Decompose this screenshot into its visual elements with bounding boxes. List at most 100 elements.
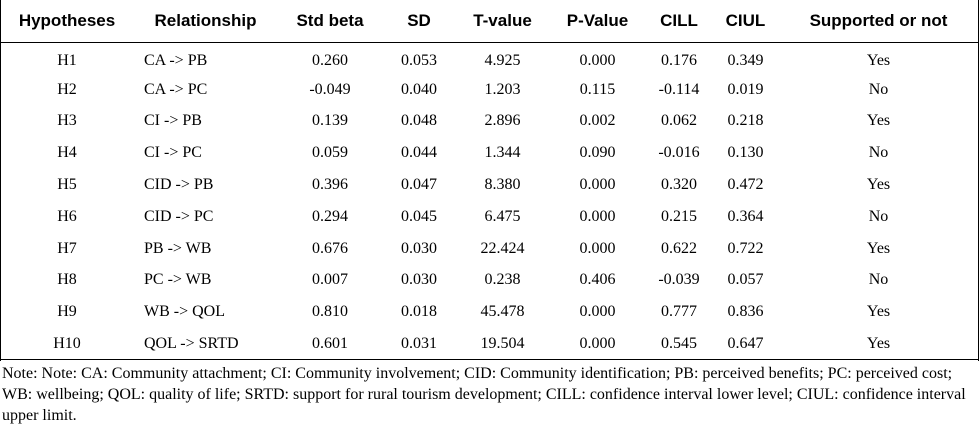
t-value-cell: 1.344	[484, 144, 521, 162]
header-p-value: P-Value	[550, 0, 645, 43]
t-value-cell: 2.896	[484, 112, 521, 130]
hypothesis-cell: H8	[57, 271, 77, 289]
supported-cell: No	[868, 207, 889, 225]
sd-cell: 0.053	[401, 52, 437, 70]
std-beta-cell: 0.260	[312, 52, 348, 70]
ciul-cell: 0.364	[727, 207, 764, 225]
std-beta-cell: 0.676	[312, 239, 348, 257]
hypotheses-table: Hypotheses Relationship Std beta SD T-va…	[0, 0, 979, 361]
t-value-cell: 1.203	[484, 80, 521, 98]
sd-cell: 0.030	[401, 239, 437, 257]
t-value-cell: 6.475	[484, 207, 521, 225]
relationship-cell: CID -> PB	[144, 176, 214, 194]
hypothesis-cell: H1	[57, 52, 77, 70]
header-cill: CILL	[645, 0, 713, 43]
table-row: H10 QOL -> SRTD 0.601 0.031 19.504 0.000 0.545…	[0, 328, 979, 361]
header-sd: SD	[383, 0, 455, 43]
sd-cell: 0.048	[401, 112, 437, 130]
cill-cell: -0.016	[658, 144, 700, 162]
header-t-value: T-value	[455, 0, 550, 43]
cill-cell: 0.777	[661, 303, 697, 321]
ciul-cell: 0.722	[727, 239, 764, 257]
relationship-cell: CID -> PC	[144, 207, 214, 225]
header-ciul: CIUL	[713, 0, 778, 43]
table-row: H9 WB -> QOL 0.810 0.018 45.478 0.000 0.777 0.8…	[0, 296, 979, 328]
std-beta-cell: 0.294	[312, 207, 348, 225]
sd-cell: 0.018	[401, 303, 437, 321]
cill-cell: 0.622	[661, 239, 697, 257]
supported-cell: No	[868, 271, 889, 289]
std-beta-cell: 0.059	[312, 144, 348, 162]
table-note: Note: Note: CA: Community attachment; CI…	[2, 365, 966, 424]
p-value-cell: 0.000	[579, 207, 616, 225]
ciul-cell: 0.647	[713, 328, 778, 361]
supported-cell: No	[868, 144, 889, 162]
p-value-cell: 0.090	[579, 144, 616, 162]
sd-cell: 0.030	[401, 271, 437, 289]
p-value-cell: 0.000	[579, 303, 616, 321]
hypothesis-cell: H4	[57, 144, 77, 162]
table-row: H7 PB -> WB 0.676 0.030 22.424 0.000 0.622 0.72…	[0, 233, 979, 265]
table-row: H8 PC -> WB 0.007 0.030 0.238 0.406 -0.039 0.05…	[0, 265, 979, 297]
cill-cell: -0.114	[658, 80, 700, 98]
std-beta-cell: 0.139	[312, 112, 348, 130]
ciul-cell: 0.057	[727, 271, 764, 289]
relationship-cell: PC -> WB	[144, 271, 212, 289]
std-beta-cell: 0.007	[312, 271, 348, 289]
hypothesis-cell: H9	[57, 303, 77, 321]
header-hypotheses: Hypotheses	[0, 0, 134, 43]
cill-cell: 0.320	[661, 176, 697, 194]
supported-cell: Yes	[866, 239, 891, 257]
p-value-cell: 0.406	[579, 271, 616, 289]
t-value-cell: 19.504	[455, 328, 550, 361]
cill-cell: 0.545	[645, 328, 713, 361]
relationship-cell: QOL -> SRTD	[134, 328, 277, 361]
supported-cell: Yes	[866, 52, 891, 70]
std-beta-cell: 0.810	[312, 303, 348, 321]
cill-cell: 0.062	[661, 112, 697, 130]
supported-cell: Yes	[778, 328, 979, 361]
relationship-cell: WB -> QOL	[144, 303, 226, 321]
sd-cell: 0.045	[401, 207, 437, 225]
p-value-cell: 0.002	[579, 112, 616, 130]
cill-cell: -0.039	[658, 271, 700, 289]
t-value-cell: 8.380	[484, 176, 521, 194]
sd-cell: 0.040	[401, 80, 437, 98]
table-body: H1 CA -> PB 0.260 0.053 4.925 0.000 0.176 0.349…	[0, 42, 979, 361]
header-relationship: Relationship	[134, 0, 277, 43]
cill-cell: 0.215	[661, 207, 697, 225]
supported-cell: No	[868, 80, 889, 98]
sd-cell: 0.031	[383, 328, 455, 361]
hypothesis-cell: H2	[57, 80, 77, 98]
hypothesis-cell: H10	[0, 328, 134, 361]
sd-cell: 0.047	[401, 176, 437, 194]
ciul-cell: 0.218	[727, 112, 764, 130]
p-value-cell: 0.000	[579, 52, 616, 70]
p-value-cell: 0.000	[579, 239, 616, 257]
ciul-cell: 0.019	[727, 80, 764, 98]
relationship-cell: PB -> WB	[144, 239, 212, 257]
hypothesis-cell: H3	[57, 112, 77, 130]
t-value-cell: 45.478	[480, 303, 525, 321]
hypothesis-cell: H6	[57, 207, 77, 225]
t-value-cell: 4.925	[484, 52, 521, 70]
supported-cell: Yes	[866, 303, 891, 321]
p-value-cell: 0.115	[579, 80, 616, 98]
hypothesis-cell: H5	[57, 176, 77, 194]
cill-cell: 0.176	[661, 52, 697, 70]
supported-cell: Yes	[866, 176, 891, 194]
header-supported: Supported or not	[778, 0, 979, 43]
relationship-cell: CI -> PB	[144, 112, 202, 130]
table-row: H3 CI -> PB 0.139 0.048 2.896 0.002 0.062 0.218…	[0, 106, 979, 138]
p-value-cell: 0.000	[579, 176, 616, 194]
std-beta-cell: 0.601	[277, 328, 383, 361]
std-beta-cell: 0.396	[312, 176, 348, 194]
t-value-cell: 0.238	[484, 271, 521, 289]
header-std-beta: Std beta	[277, 0, 383, 43]
relationship-cell: CA -> PC	[144, 80, 208, 98]
header-row: Hypotheses Relationship Std beta SD T-va…	[0, 0, 979, 43]
hypothesis-cell: H7	[57, 239, 77, 257]
table-row: H6 CID -> PC 0.294 0.045 6.475 0.000 0.215 0.36…	[0, 201, 979, 233]
p-value-cell: 0.000	[550, 328, 645, 361]
sd-cell: 0.044	[401, 144, 437, 162]
